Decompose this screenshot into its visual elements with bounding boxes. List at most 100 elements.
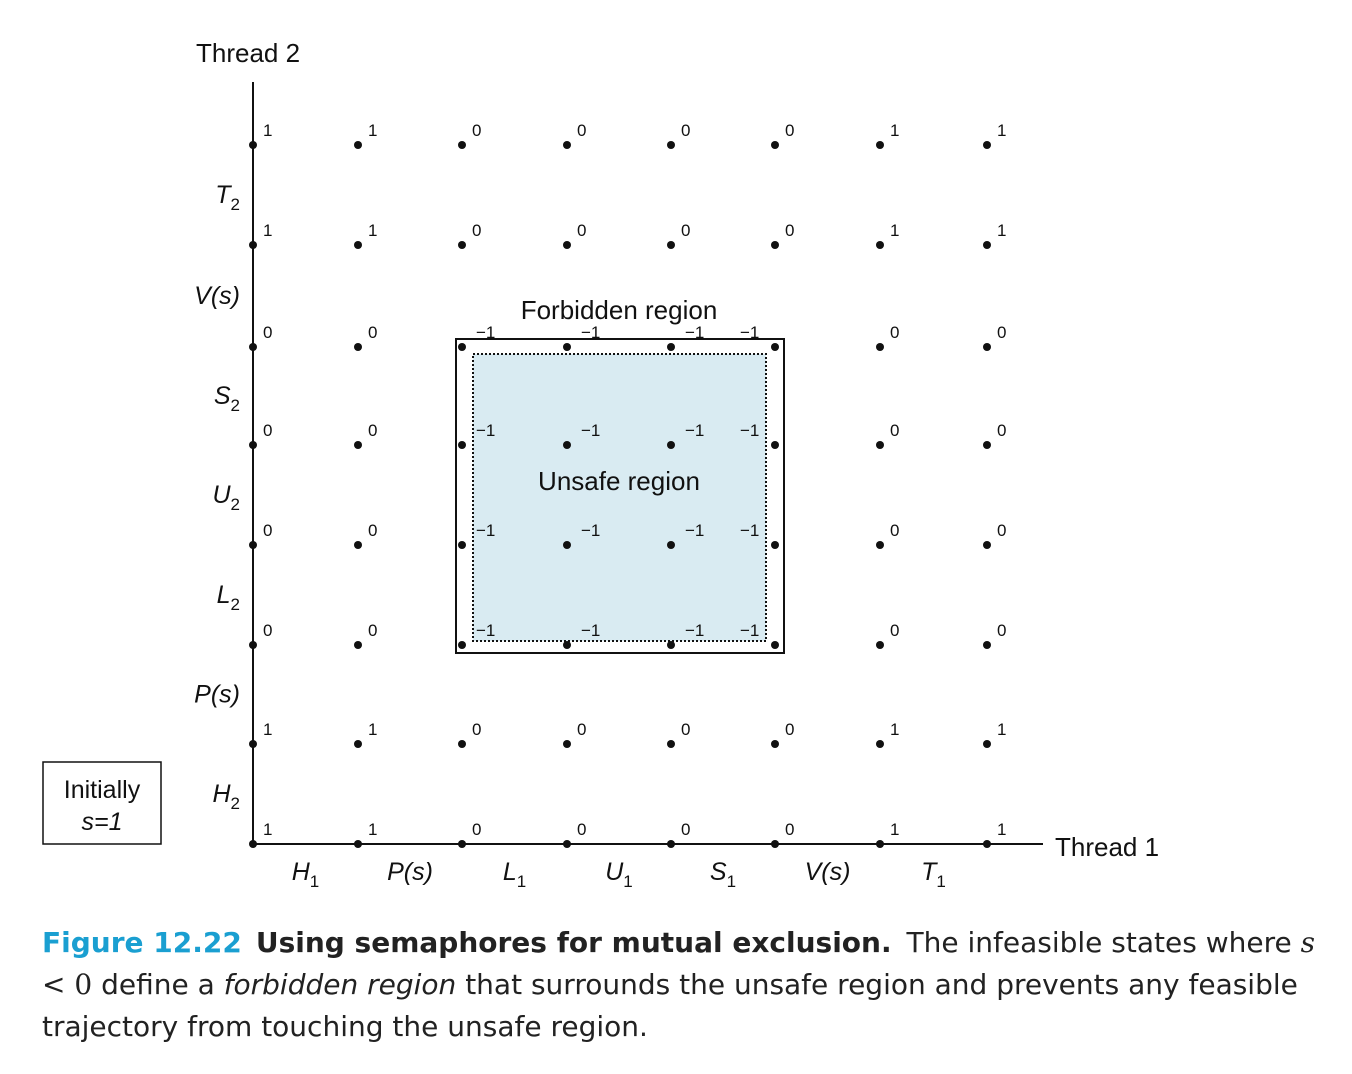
state-point [563,641,571,649]
state-value: 1 [263,820,272,839]
figure-caption: Figure 12.22 Using semaphores for mutual … [42,922,1332,1048]
initial-condition-box [42,761,162,845]
state-point [771,441,779,449]
state-value: 1 [368,221,377,240]
state-point [876,343,884,351]
state-point [771,740,779,748]
x-segment-label: V(s) [805,858,851,886]
state-point [563,241,571,249]
state-point [249,740,257,748]
state-value: 0 [368,323,377,342]
state-point [983,541,991,549]
x-segment-label: P(s) [387,858,433,886]
state-value: 0 [785,221,794,240]
unsafe-region [473,354,766,641]
forbidden-region-label: Forbidden region [521,295,718,325]
caption-text-3: that surrounds the unsafe region and pre… [42,968,1298,1043]
unsafe-state-value: −1 [685,521,704,540]
unsafe-state-value: −1 [740,521,759,540]
state-point [563,840,571,848]
unsafe-state-value: −1 [685,621,704,640]
state-value: 1 [890,221,899,240]
caption-text-1: The infeasible states where [906,926,1292,959]
forbidden-region-outline [455,338,785,654]
unsafe-region-outline [472,353,767,642]
state-value: 1 [997,820,1006,839]
state-point [667,541,675,549]
state-value: 1 [890,720,899,739]
state-value: 0 [263,323,272,342]
state-point [771,840,779,848]
state-point [354,740,362,748]
state-point [667,241,675,249]
unsafe-state-value: −1 [740,621,759,640]
state-value: 0 [785,720,794,739]
state-value: 0 [785,121,794,140]
state-point [249,541,257,549]
state-point [667,641,675,649]
state-value: 1 [997,720,1006,739]
y-segment-label: P(s) [194,681,240,709]
y-segment-label: S2 [214,382,240,415]
state-value: 1 [368,121,377,140]
y-segment-label: H2 [212,780,240,813]
state-point [249,641,257,649]
state-point [667,441,675,449]
state-point [876,840,884,848]
initial-condition-line2: s=1 [81,808,122,836]
state-value: 0 [997,521,1006,540]
x-segment-label: L1 [503,858,526,891]
state-point [563,141,571,149]
state-point [563,441,571,449]
figure-number: Figure 12.22 [42,926,242,959]
unsafe-state-value: −1 [476,521,495,540]
state-value: 0 [785,820,794,839]
state-point [771,141,779,149]
state-value: 0 [472,820,481,839]
state-value: 0 [368,421,377,440]
unsafe-state-value: −1 [476,323,495,342]
progress-graph: Thread 2 Thread 1 Forbidden region Unsaf… [42,38,1159,891]
state-point [563,541,571,549]
state-value: 0 [890,621,899,640]
x-segment-label: S1 [710,858,736,891]
unsafe-state-value: −1 [740,421,759,440]
state-point [354,441,362,449]
x-segment-label: T1 [921,858,946,891]
state-value: 1 [368,720,377,739]
x-axis-title: Thread 1 [1055,832,1159,862]
state-point [458,840,466,848]
state-value: 1 [890,121,899,140]
state-value: 0 [577,121,586,140]
state-value: 1 [997,121,1006,140]
state-point [249,241,257,249]
unsafe-state-value: −1 [581,323,600,342]
x-segment-label: U1 [605,858,633,891]
state-point [983,641,991,649]
unsafe-state-value: −1 [476,421,495,440]
unsafe-state-value: −1 [581,621,600,640]
state-value: 1 [997,221,1006,240]
state-point [249,441,257,449]
state-point [354,141,362,149]
state-point [563,343,571,351]
state-value: 0 [263,621,272,640]
state-point [983,840,991,848]
state-point [458,740,466,748]
state-value: 0 [890,421,899,440]
y-axis-title: Thread 2 [196,38,300,68]
figure-title: Using semaphores for mutual exclusion. [255,926,892,959]
state-value: 0 [997,323,1006,342]
state-value: 1 [263,221,272,240]
y-segment-label: U2 [212,481,240,514]
state-value: 0 [472,121,481,140]
caption-math-var: s [1300,926,1316,959]
unsafe-region-label: Unsafe region [538,466,700,496]
state-value: 0 [263,421,272,440]
state-value: 0 [681,720,690,739]
unsafe-state-value: −1 [685,323,704,342]
state-value: 0 [681,121,690,140]
state-value: 0 [472,221,481,240]
unsafe-state-value: −1 [476,621,495,640]
state-value: 0 [472,720,481,739]
